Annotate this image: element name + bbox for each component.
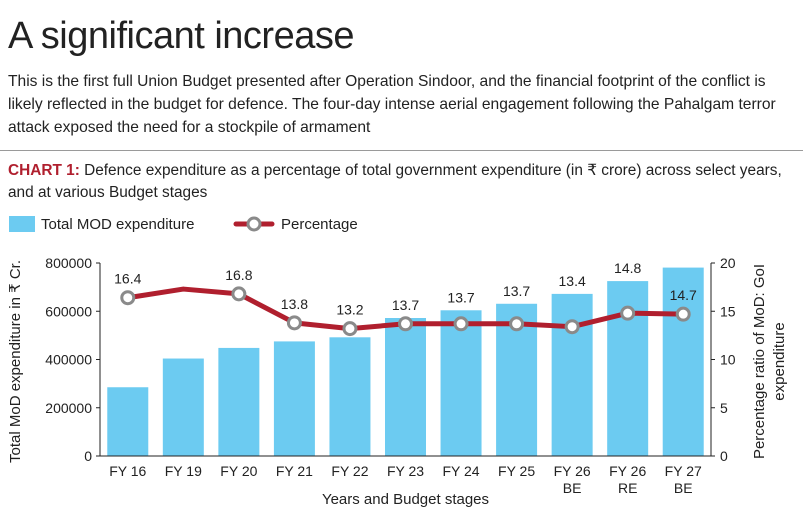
- x-tick-label: FY 16: [109, 463, 146, 479]
- bar-10: [662, 267, 704, 456]
- y-tick-label-right: 0: [720, 448, 728, 464]
- x-tick-label: FY 26: [609, 463, 646, 479]
- x-tick-label: FY 22: [331, 463, 368, 479]
- x-axis-title: Years and Budget stages: [322, 491, 489, 508]
- x-tick-label: BE: [674, 480, 693, 496]
- bar-5: [385, 318, 426, 456]
- line-data-label-3: 13.8: [281, 296, 308, 312]
- y-tick-label-left: 400000: [45, 352, 92, 368]
- x-tick-label: FY 24: [442, 463, 479, 479]
- line-marker-9: [620, 305, 636, 321]
- line-data-label-2: 16.8: [225, 267, 252, 283]
- x-tick-label: FY 23: [387, 463, 424, 479]
- bar-3: [273, 341, 315, 456]
- x-tick-label: FY 26: [554, 463, 591, 479]
- y-tick-label-left: 800000: [45, 255, 92, 271]
- page-title: A significant increase: [8, 15, 354, 57]
- y-axis-title-left: Total MoD expenditure in ₹ Cr.: [7, 260, 24, 463]
- legend-label-bar: Total MOD expenditure: [41, 216, 194, 233]
- chart-heading: CHART 1: Defence expenditure as a percen…: [8, 160, 798, 204]
- line-marker-5: [398, 316, 413, 332]
- line-marker-8: [564, 319, 580, 335]
- bar-0: [107, 387, 149, 456]
- line-marker-2: [231, 286, 247, 302]
- x-tick-label: FY 25: [498, 463, 535, 479]
- line-data-label-0: 16.4: [114, 271, 141, 287]
- chart-heading-text: Defence expenditure as a percentage of t…: [8, 162, 782, 201]
- line-marker-0: [120, 290, 136, 306]
- line-marker-10: [675, 306, 691, 322]
- y-tick-label-left: 200000: [45, 400, 92, 416]
- divider: [0, 150, 803, 151]
- x-tick-label: BE: [563, 480, 582, 496]
- legend-swatch-bar: [9, 216, 35, 232]
- line-data-label-5: 13.7: [392, 297, 419, 313]
- y-tick-label-right: 10: [720, 352, 736, 368]
- x-tick-label: FY 21: [276, 463, 313, 479]
- intro-paragraph: This is the first full Union Budget pres…: [8, 73, 776, 136]
- bar-4: [329, 337, 371, 456]
- line-data-label-8: 13.4: [559, 273, 586, 289]
- bar-2: [218, 347, 260, 456]
- line-data-label-4: 13.2: [336, 302, 363, 318]
- chart-label: CHART 1:: [8, 162, 80, 179]
- y-tick-label-right: 20: [720, 255, 736, 271]
- y-tick-label-right: 5: [720, 400, 728, 416]
- bar-8: [551, 293, 593, 456]
- y-tick-label-right: 15: [720, 303, 736, 319]
- line-marker-4: [342, 321, 358, 337]
- line-data-label-10: 14.7: [670, 287, 697, 303]
- y-tick-label-left: 0: [84, 448, 92, 464]
- line-data-label-9: 14.8: [614, 260, 641, 276]
- y-tick-label-left: 600000: [45, 303, 92, 319]
- x-tick-label: FY 27: [665, 463, 702, 479]
- line-data-label-6: 13.7: [447, 289, 474, 305]
- legend-label-line: Percentage: [281, 216, 358, 233]
- bar-1: [162, 358, 204, 456]
- line-data-label-7: 13.7: [503, 283, 530, 299]
- line-marker-6: [453, 316, 469, 332]
- x-tick-label: FY 19: [165, 463, 202, 479]
- bar-6: [440, 310, 482, 456]
- line-marker-3: [286, 315, 302, 331]
- line-marker-7: [509, 316, 525, 332]
- legend-swatch-marker: [246, 216, 262, 232]
- x-tick-label: FY 20: [220, 463, 257, 479]
- x-tick-label: RE: [618, 480, 637, 496]
- y-axis-title-right: Percentage ratio of MoD: GoI: [751, 264, 768, 459]
- y-axis-title-right-2: expenditure: [771, 322, 788, 400]
